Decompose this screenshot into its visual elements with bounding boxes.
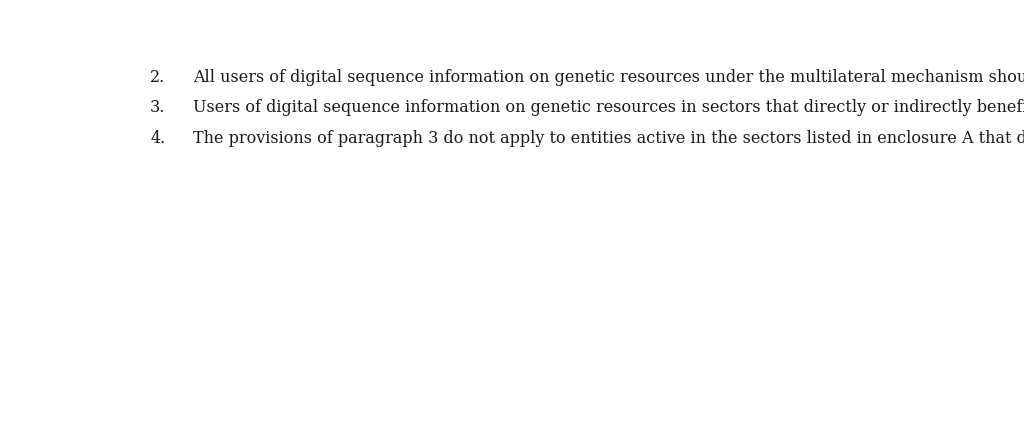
- Text: 4.: 4.: [151, 130, 166, 147]
- Text: Users of digital sequence information on genetic resources in sectors that direc: Users of digital sequence information on…: [194, 99, 1024, 116]
- Text: All users of digital sequence information on genetic resources under the multila: All users of digital sequence informatio…: [194, 69, 1024, 86]
- Text: 2.: 2.: [151, 69, 166, 86]
- Text: 3.: 3.: [151, 99, 166, 116]
- Text: The provisions of paragraph 3 do not apply to entities active in the sectors lis: The provisions of paragraph 3 do not app…: [194, 130, 1024, 147]
